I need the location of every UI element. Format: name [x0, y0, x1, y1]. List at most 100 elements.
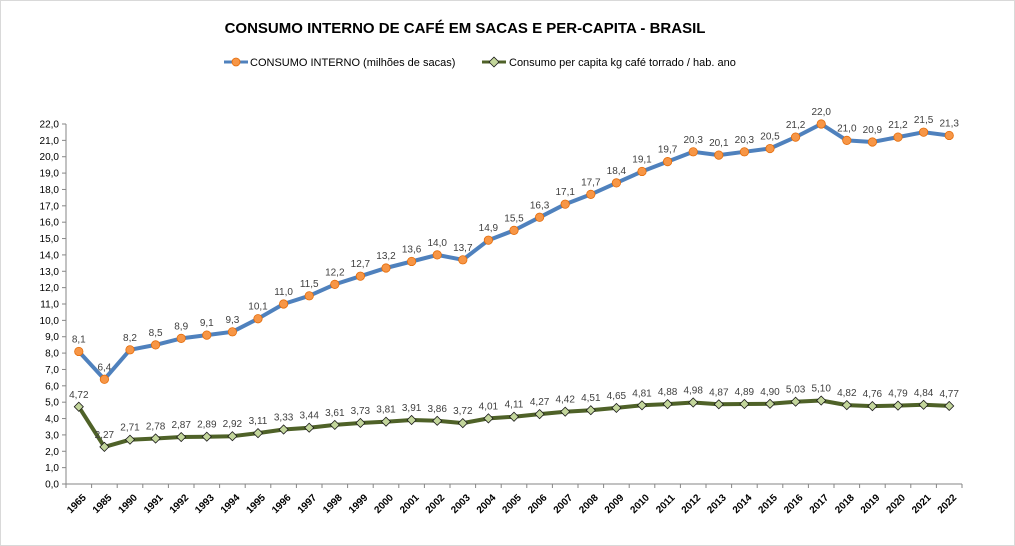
data-point-consumo-interno	[842, 135, 852, 145]
y-tick-label: 18,0	[40, 185, 60, 196]
x-tick-label: 2010	[628, 492, 652, 516]
data-point-per-capita	[841, 400, 852, 411]
data-point-consumo-interno	[611, 178, 622, 188]
data-label-consumo-interno: 20,1	[709, 138, 729, 149]
axes: 0,0 1,0 2,0 3,0 4,0 5,0 6,0 7,0 8,0 9,0 10,0 11,0 12…	[40, 120, 963, 516]
data-label-per-capita: 4,98	[683, 386, 703, 397]
data-point-per-capita	[662, 399, 673, 410]
y-tick-label: 15,0	[40, 234, 60, 245]
x-tick-label: 2018	[833, 492, 857, 516]
x-tick-label: 2004	[475, 492, 499, 516]
data-label-consumo-interno: 13,2	[376, 251, 396, 262]
data-point-consumo-interno	[790, 132, 801, 142]
data-label-per-capita: 5,10	[811, 384, 831, 395]
data-point-per-capita	[611, 402, 622, 414]
x-tick-label: 2007	[552, 492, 576, 516]
data-label-per-capita: 4,90	[760, 387, 780, 398]
x-tick-label: 1997	[296, 492, 320, 516]
legend-marker-per-capita	[488, 56, 500, 68]
x-tick-label: 2001	[398, 492, 422, 516]
y-tick-label: 6,0	[45, 381, 59, 392]
data-label-consumo-interno: 9,3	[225, 315, 239, 326]
data-label-consumo-interno: 20,5	[760, 132, 780, 143]
x-tick-label: 1985	[91, 492, 115, 516]
data-label-per-capita: 2,89	[197, 420, 217, 431]
data-label-consumo-interno: 14,0	[427, 238, 447, 249]
data-point-consumo-interno	[918, 127, 929, 137]
data-label-consumo-interno: 11,0	[274, 287, 293, 298]
data-label-per-capita: 2,87	[171, 420, 191, 431]
data-label-per-capita: 4,89	[735, 387, 755, 398]
y-tick-label: 16,0	[40, 218, 60, 229]
data-label-consumo-interno: 19,7	[658, 145, 678, 156]
data-label-consumo-interno: 8,1	[72, 334, 86, 345]
data-point-consumo-interno	[816, 119, 826, 129]
data-point-per-capita	[99, 441, 110, 452]
data-label-per-capita: 4,51	[581, 393, 601, 404]
data-label-per-capita: 3,86	[427, 404, 447, 415]
data-point-per-capita	[227, 431, 238, 442]
data-point-consumo-interno	[560, 199, 570, 209]
y-tick-label: 14,0	[40, 250, 60, 261]
data-label-per-capita: 4,81	[632, 388, 652, 399]
y-tick-label: 21,0	[40, 136, 60, 147]
data-label-per-capita: 4,65	[607, 391, 627, 402]
data-point-consumo-interno	[151, 340, 161, 350]
data-point-per-capita	[713, 399, 724, 410]
data-label-per-capita: 2,92	[223, 419, 243, 430]
data-point-per-capita	[457, 418, 468, 429]
data-point-per-capita	[585, 405, 596, 416]
x-tick-label: 2011	[654, 492, 677, 515]
data-label-consumo-interno: 20,3	[683, 135, 703, 146]
x-tick-label: 2005	[500, 492, 524, 516]
data-point-per-capita	[278, 424, 289, 435]
data-label-per-capita: 4,79	[888, 389, 908, 400]
y-tick-label: 4,0	[45, 414, 59, 425]
data-label-per-capita: 5,03	[786, 385, 806, 396]
y-tick-label: 11,0	[40, 300, 59, 311]
data-label-per-capita: 3,44	[299, 411, 319, 422]
x-tick-label: 2002	[424, 492, 448, 516]
data-label-per-capita: 2,27	[95, 430, 115, 441]
y-tick-label: 22,0	[40, 120, 60, 131]
data-label-per-capita: 3,61	[325, 408, 345, 419]
data-label-per-capita: 4,72	[69, 390, 89, 401]
data-point-consumo-interno	[893, 132, 903, 142]
data-label-consumo-interno: 21,3	[939, 118, 959, 129]
data-point-consumo-interno	[432, 250, 442, 260]
data-label-per-capita: 4,01	[479, 401, 499, 412]
data-label-consumo-interno: 12,2	[325, 267, 345, 278]
data-point-consumo-interno	[944, 130, 954, 141]
data-point-consumo-interno	[765, 143, 775, 154]
data-label-consumo-interno: 17,1	[555, 187, 575, 198]
data-point-consumo-interno	[176, 333, 186, 343]
x-tick-label: 2014	[731, 492, 755, 516]
data-point-per-capita	[739, 398, 750, 410]
data-label-consumo-interno: 20,9	[863, 125, 883, 136]
data-label-consumo-interno: 11,5	[300, 279, 319, 290]
data-label-per-capita: 4,84	[914, 388, 934, 399]
data-label-per-capita: 2,78	[146, 422, 166, 433]
data-label-per-capita: 4,87	[709, 387, 729, 398]
data-point-per-capita	[688, 397, 699, 408]
x-tick-label: 2003	[449, 492, 473, 516]
data-point-consumo-interno	[714, 150, 724, 160]
data-point-per-capita	[176, 431, 187, 443]
data-point-per-capita	[380, 416, 392, 427]
data-point-per-capita	[816, 395, 827, 406]
data-label-consumo-interno: 6,4	[97, 362, 111, 373]
data-label-consumo-interno: 8,5	[149, 328, 163, 339]
x-tick-label: 1991	[142, 492, 166, 516]
y-tick-label: 20,0	[40, 152, 60, 163]
x-tick-label: 1965	[65, 492, 89, 516]
data-point-consumo-interno	[253, 314, 263, 324]
data-label-consumo-interno: 22,0	[811, 107, 831, 118]
y-tick-label: 12,0	[40, 283, 60, 294]
data-point-per-capita	[918, 399, 929, 410]
x-tick-label: 1996	[270, 492, 294, 516]
legend-label-consumo-interno: CONSUMO INTERNO (milhões de sacas)	[250, 57, 455, 69]
data-label-per-capita: 3,73	[351, 406, 371, 417]
data-label-per-capita: 4,42	[555, 395, 575, 406]
data-point-per-capita	[406, 414, 417, 426]
